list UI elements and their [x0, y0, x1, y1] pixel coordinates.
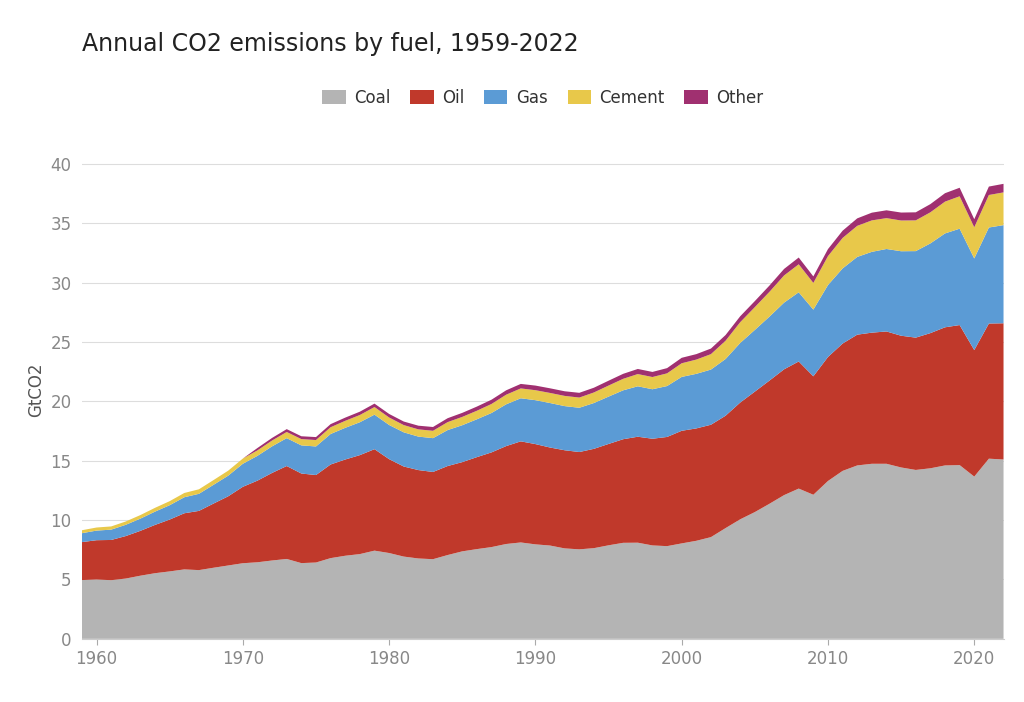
Text: Annual CO2 emissions by fuel, 1959-2022: Annual CO2 emissions by fuel, 1959-2022	[82, 32, 579, 55]
Y-axis label: GtCO2: GtCO2	[27, 362, 45, 417]
Legend: Coal, Oil, Gas, Cement, Other: Coal, Oil, Gas, Cement, Other	[315, 82, 770, 114]
